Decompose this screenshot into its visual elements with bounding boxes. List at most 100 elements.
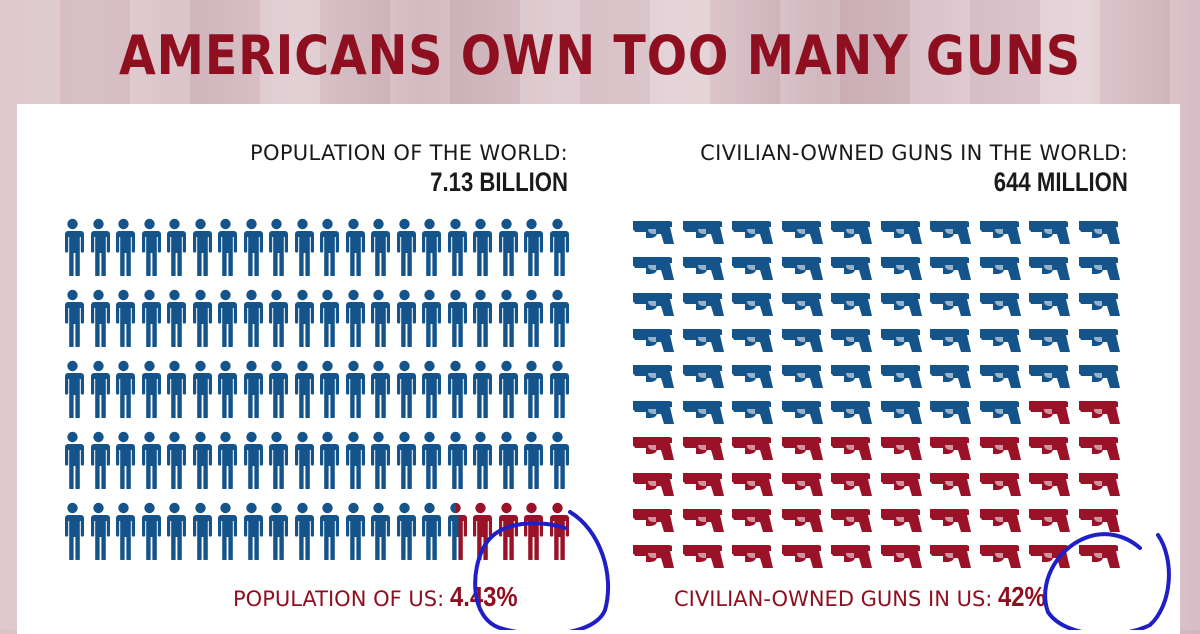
handgun-icon: [781, 437, 823, 460]
person-icon: [370, 360, 390, 418]
handgun-icon: [979, 329, 1021, 352]
person-icon: [268, 289, 288, 347]
person-icon: [217, 289, 237, 347]
handgun-icon: [1029, 329, 1070, 352]
handgun-icon: [633, 473, 674, 496]
person-icon: [115, 502, 135, 560]
handgun-icon: [781, 401, 823, 424]
world-population-label: POPULATION OF THE WORLD:: [250, 141, 568, 165]
handgun-icon: [930, 221, 971, 244]
person-icon: [446, 289, 467, 347]
person-icon: [421, 360, 441, 418]
handgun-icon: [1078, 293, 1120, 316]
person-icon: [217, 218, 237, 276]
person-icon: [89, 360, 110, 418]
person-icon: [115, 218, 135, 276]
person-icon: [166, 431, 186, 489]
handgun-icon: [979, 293, 1021, 316]
person-icon: [89, 502, 110, 560]
handgun-icon: [831, 221, 872, 244]
person-icon: [140, 218, 161, 276]
person-icon: [115, 289, 135, 347]
person-icon: [268, 360, 288, 418]
handgun-icon: [979, 401, 1021, 424]
handgun-icon: [732, 545, 773, 568]
person-icon: [293, 502, 314, 560]
person-icon: [523, 502, 543, 560]
person-icon: [548, 289, 569, 347]
guns-pictograph: [632, 218, 1132, 578]
handgun-icon: [880, 329, 922, 352]
person-icon: [64, 431, 84, 489]
handgun-icon: [979, 437, 1021, 460]
handgun-icon: [880, 545, 922, 568]
handgun-icon: [880, 473, 922, 496]
handgun-icon: [1078, 437, 1120, 460]
handgun-icon: [880, 509, 922, 532]
handgun-icon: [781, 545, 823, 568]
handgun-icon: [880, 221, 922, 244]
handgun-icon: [1029, 293, 1070, 316]
person-icon: [395, 289, 416, 347]
person-icon: [115, 431, 135, 489]
us-population-label: POPULATION OF US:: [233, 587, 445, 611]
handgun-icon: [831, 401, 872, 424]
person-icon: [497, 360, 518, 418]
person-icon: [166, 360, 186, 418]
handgun-icon: [880, 293, 922, 316]
handgun-icon: [732, 221, 773, 244]
handgun-icon: [979, 365, 1021, 388]
person-icon: [140, 289, 161, 347]
handgun-icon: [732, 293, 773, 316]
handgun-icon: [1029, 401, 1070, 424]
headline-title: AMERICANS OWN TOO MANY GUNS: [118, 24, 1082, 87]
person-icon: [64, 218, 84, 276]
handgun-icon: [1078, 401, 1120, 424]
handgun-icon: [732, 437, 773, 460]
person-icon: [166, 218, 186, 276]
person-icon: [268, 218, 288, 276]
handgun-icon: [930, 545, 971, 568]
handgun-icon: [732, 257, 773, 280]
person-icon: [89, 431, 110, 489]
person-icon: [191, 289, 212, 347]
person-icon: [191, 360, 212, 418]
handgun-icon: [633, 329, 674, 352]
handgun-icon: [781, 473, 823, 496]
handgun-icon: [633, 365, 674, 388]
person-icon: [497, 502, 518, 560]
person-icon: [242, 360, 263, 418]
handgun-icon: [682, 365, 724, 388]
person-icon: [319, 360, 339, 418]
handgun-icon: [682, 473, 724, 496]
handgun-icon: [781, 329, 823, 352]
handgun-icon: [682, 293, 724, 316]
person-icon: [242, 289, 263, 347]
handgun-icon: [831, 509, 872, 532]
population-pictograph: [60, 218, 572, 573]
person-icon: [497, 218, 518, 276]
person-icon: [293, 289, 314, 347]
handgun-icon: [831, 293, 872, 316]
person-icon: [344, 360, 365, 418]
handgun-icon: [633, 509, 674, 532]
handgun-icon: [781, 257, 823, 280]
person-icon: [64, 289, 84, 347]
handgun-icon: [682, 329, 724, 352]
world-guns-value: 644 MILLION: [993, 167, 1128, 197]
person-icon: [115, 360, 135, 418]
person-icon: [140, 502, 161, 560]
handgun-icon: [1078, 509, 1120, 532]
handgun-icon: [1078, 473, 1120, 496]
handgun-icon: [682, 437, 724, 460]
handgun-icon: [979, 473, 1021, 496]
handgun-icon: [781, 221, 823, 244]
world-population-header: POPULATION OF THE WORLD: 7.13 BILLION: [250, 141, 568, 198]
person-icon: [523, 431, 543, 489]
us-guns-value: 42%: [998, 581, 1047, 612]
person-icon: [319, 218, 339, 276]
person-icon: [370, 502, 390, 560]
person-icon: [548, 218, 569, 276]
handgun-icon: [880, 437, 922, 460]
handgun-icon: [1029, 545, 1070, 568]
